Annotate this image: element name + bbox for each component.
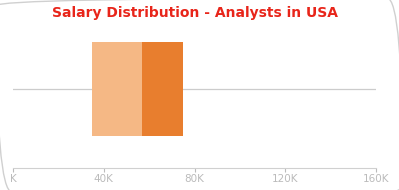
Title: Salary Distribution - Analysts in USA: Salary Distribution - Analysts in USA <box>51 6 338 20</box>
Bar <box>93 42 142 136</box>
Bar <box>142 42 183 136</box>
